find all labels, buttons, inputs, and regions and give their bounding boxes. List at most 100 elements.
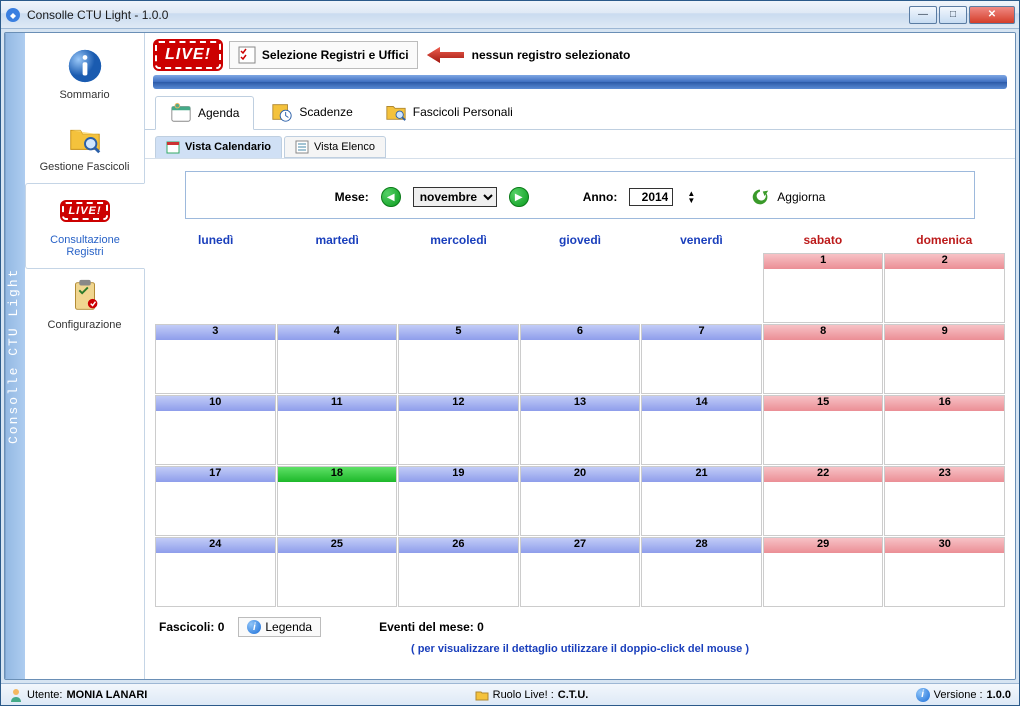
sidebar-label: Gestione Fascicoli [40,161,130,173]
day-number: 26 [399,538,518,553]
maximize-button[interactable]: □ [939,6,967,24]
info-icon [66,47,104,85]
calendar-cell[interactable]: 19 [398,466,519,536]
calendar-cell[interactable]: 24 [155,537,276,607]
day-header: martedì [276,227,397,253]
sidebar-item-consultazione[interactable]: LIVE! Consultazione Registri [25,183,145,269]
checklist-icon [238,46,256,64]
versione-value: 1.0.0 [987,689,1011,701]
blue-separator [153,75,1007,89]
calendar-cell[interactable]: 21 [641,466,762,536]
calendar-cell[interactable]: 5 [398,324,519,394]
calendar-cell[interactable]: 25 [277,537,398,607]
year-input[interactable] [629,188,673,206]
day-number: 11 [278,396,397,411]
calendar-icon [166,140,180,154]
calendar-cell[interactable]: 20 [520,466,641,536]
day-number: 28 [642,538,761,553]
refresh-button[interactable]: Aggiorna [749,186,825,208]
calendar-cell[interactable]: 17 [155,466,276,536]
calendar-cell[interactable]: 9 [884,324,1005,394]
window-buttons: — □ ✕ [909,6,1015,24]
no-registro-label: nessun registro selezionato [472,48,631,62]
utente-value: MONIA LANARI [66,689,147,701]
day-number: 4 [278,325,397,340]
calendar-cell[interactable]: 12 [398,395,519,465]
calendar-controls: Mese: ◀ novembre ▶ Anno: ▲▼ Aggiorna [185,171,975,219]
calendar-cell[interactable]: 13 [520,395,641,465]
calendar-cell[interactable]: 30 [884,537,1005,607]
day-number: 18 [278,467,397,482]
clipboard-icon [66,277,104,315]
day-number: 23 [885,467,1004,482]
day-number: 2 [885,254,1004,269]
month-select[interactable]: novembre [413,187,497,207]
next-month-button[interactable]: ▶ [509,187,529,207]
calendar-cell[interactable]: 4 [277,324,398,394]
tab-vista-calendario[interactable]: Vista Calendario [155,136,282,158]
calendar-footer: Fascicoli: 0 i Legenda Eventi del mese: … [145,607,1015,639]
calendar-cell[interactable]: 29 [763,537,884,607]
anno-label: Anno: [583,190,618,204]
day-number: 5 [399,325,518,340]
prev-month-button[interactable]: ◀ [381,187,401,207]
calendar-cell[interactable]: 10 [155,395,276,465]
calendar-cell[interactable]: 1 [763,253,884,323]
day-number: 29 [764,538,883,553]
legenda-label: Legenda [265,620,312,634]
sidebar-label: Consultazione Registri [30,234,140,258]
mese-label: Mese: [335,190,369,204]
hint-text: ( per visualizzare il dettaglio utilizza… [145,639,1015,663]
sidebar-item-sommario[interactable]: Sommario [25,39,144,111]
minimize-button[interactable]: — [909,6,937,24]
sidebar-item-gestione[interactable]: Gestione Fascicoli [25,111,144,183]
top-toolbar: LIVE! Selezione Registri e Uffici nessun… [145,33,1015,75]
selezione-label: Selezione Registri e Uffici [262,48,409,62]
day-number: 12 [399,396,518,411]
calendar-cell[interactable]: 6 [520,324,641,394]
refresh-label: Aggiorna [777,190,825,204]
tab-agenda[interactable]: Agenda [155,96,254,130]
fascicoli-count: Fascicoli: 0 [159,620,224,634]
app-icon [5,7,21,23]
year-spinner[interactable]: ▲▼ [687,190,695,204]
day-number: 6 [521,325,640,340]
eventi-count: Eventi del mese: 0 [379,620,484,634]
day-number: 25 [278,538,397,553]
calendar-cell[interactable]: 18 [277,466,398,536]
selezione-registri-button[interactable]: Selezione Registri e Uffici [229,41,418,69]
calendar-cell[interactable]: 28 [641,537,762,607]
calendar-cell[interactable]: 16 [884,395,1005,465]
calendar-cell[interactable]: 8 [763,324,884,394]
calendar-cell[interactable]: 2 [884,253,1005,323]
calendar-cell[interactable]: 7 [641,324,762,394]
live-badge: LIVE! [155,41,221,69]
close-button[interactable]: ✕ [969,6,1015,24]
tab-scadenze[interactable]: Scadenze [256,95,367,129]
sidebar: Sommario Gestione Fascicoli LIVE! Consul… [25,33,145,679]
status-ruolo: Ruolo Live! : C.T.U. [475,689,589,701]
calendar-cell[interactable]: 11 [277,395,398,465]
calendar-cell[interactable]: 26 [398,537,519,607]
day-header: domenica [884,227,1005,253]
day-number: 8 [764,325,883,340]
day-number: 27 [521,538,640,553]
day-number: 21 [642,467,761,482]
tab-vista-elenco[interactable]: Vista Elenco [284,136,386,158]
day-number: 20 [521,467,640,482]
info-icon: i [247,620,261,634]
calendar-cell[interactable]: 14 [641,395,762,465]
day-header: mercoledì [398,227,519,253]
calendar-cell[interactable]: 23 [884,466,1005,536]
calendar-cell[interactable]: 22 [763,466,884,536]
day-number: 7 [642,325,761,340]
calendar-cell[interactable]: 15 [763,395,884,465]
user-icon [9,688,23,702]
legenda-button[interactable]: i Legenda [238,617,321,637]
calendar-cell[interactable]: 3 [155,324,276,394]
tab-fascicoli[interactable]: Fascicoli Personali [370,95,528,129]
tab-label: Vista Calendario [185,141,271,153]
sidebar-item-configurazione[interactable]: Configurazione [25,269,144,341]
list-icon [295,140,309,154]
calendar-cell[interactable]: 27 [520,537,641,607]
